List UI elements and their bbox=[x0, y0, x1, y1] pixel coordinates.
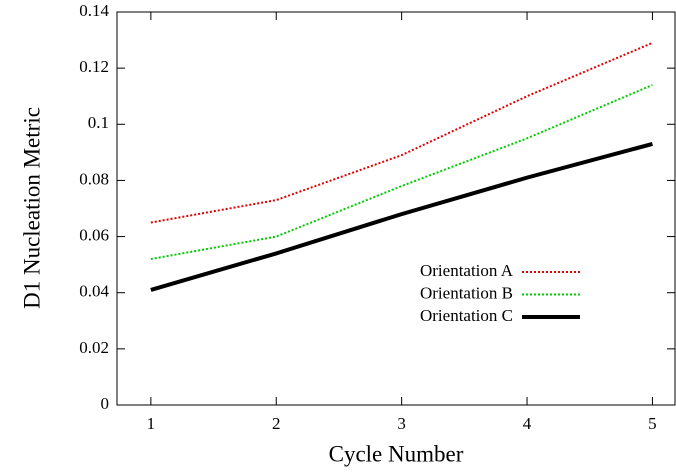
series-line bbox=[150, 84, 653, 261]
y-tick-label: 0.14 bbox=[79, 1, 109, 20]
legend-label: Orientation B bbox=[420, 283, 513, 302]
y-tick-label: 0.04 bbox=[79, 282, 109, 301]
legend-label: Orientation A bbox=[420, 261, 514, 280]
legend-label: Orientation C bbox=[420, 306, 513, 325]
series-line bbox=[150, 142, 653, 292]
plot-frame bbox=[116, 11, 676, 406]
y-tick-label: 0.02 bbox=[79, 338, 109, 357]
x-axis-label: Cycle Number bbox=[329, 441, 464, 466]
series-line bbox=[150, 41, 653, 224]
x-tick-label: 2 bbox=[272, 414, 281, 433]
x-tick-label: 1 bbox=[147, 414, 156, 433]
y-tick-label: 0.08 bbox=[79, 169, 109, 188]
x-tick-label: 4 bbox=[523, 414, 532, 433]
y-axis-label: D1 Nucleation Metric bbox=[19, 107, 44, 309]
y-tick-label: 0.12 bbox=[79, 57, 109, 76]
x-tick-label: 5 bbox=[648, 414, 657, 433]
y-tick-label: 0 bbox=[101, 394, 110, 413]
y-tick-label: 0.1 bbox=[88, 113, 109, 132]
x-tick-label: 3 bbox=[397, 414, 406, 433]
y-tick-label: 0.06 bbox=[79, 225, 109, 244]
